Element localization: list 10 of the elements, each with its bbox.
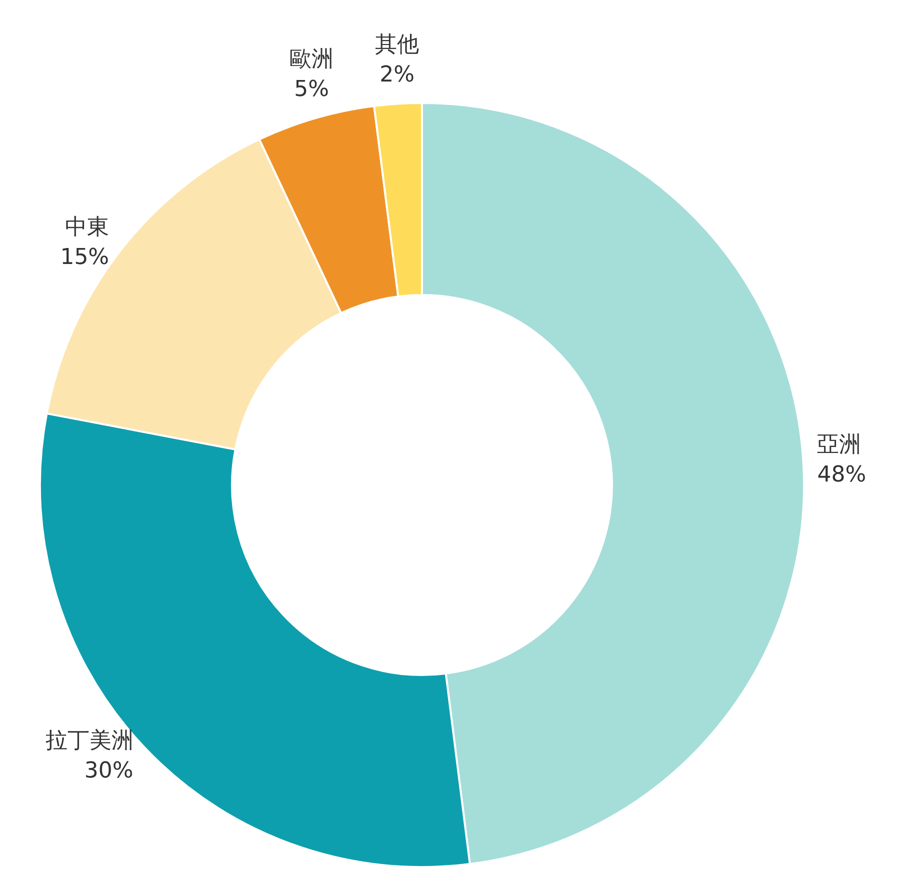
data-label: 30% bbox=[84, 758, 134, 784]
slice-label: 拉丁美洲 bbox=[45, 728, 134, 754]
slice-label: 歐洲 bbox=[290, 47, 334, 72]
slice-label: 中東 bbox=[65, 214, 110, 240]
data-label: 15% bbox=[60, 244, 110, 270]
data-label: 2% bbox=[380, 62, 415, 88]
slice-label: 其他 bbox=[375, 32, 420, 58]
data-label: 5% bbox=[294, 77, 329, 102]
data-label: 48% bbox=[817, 462, 866, 488]
slice-label: 亞洲 bbox=[817, 432, 862, 458]
